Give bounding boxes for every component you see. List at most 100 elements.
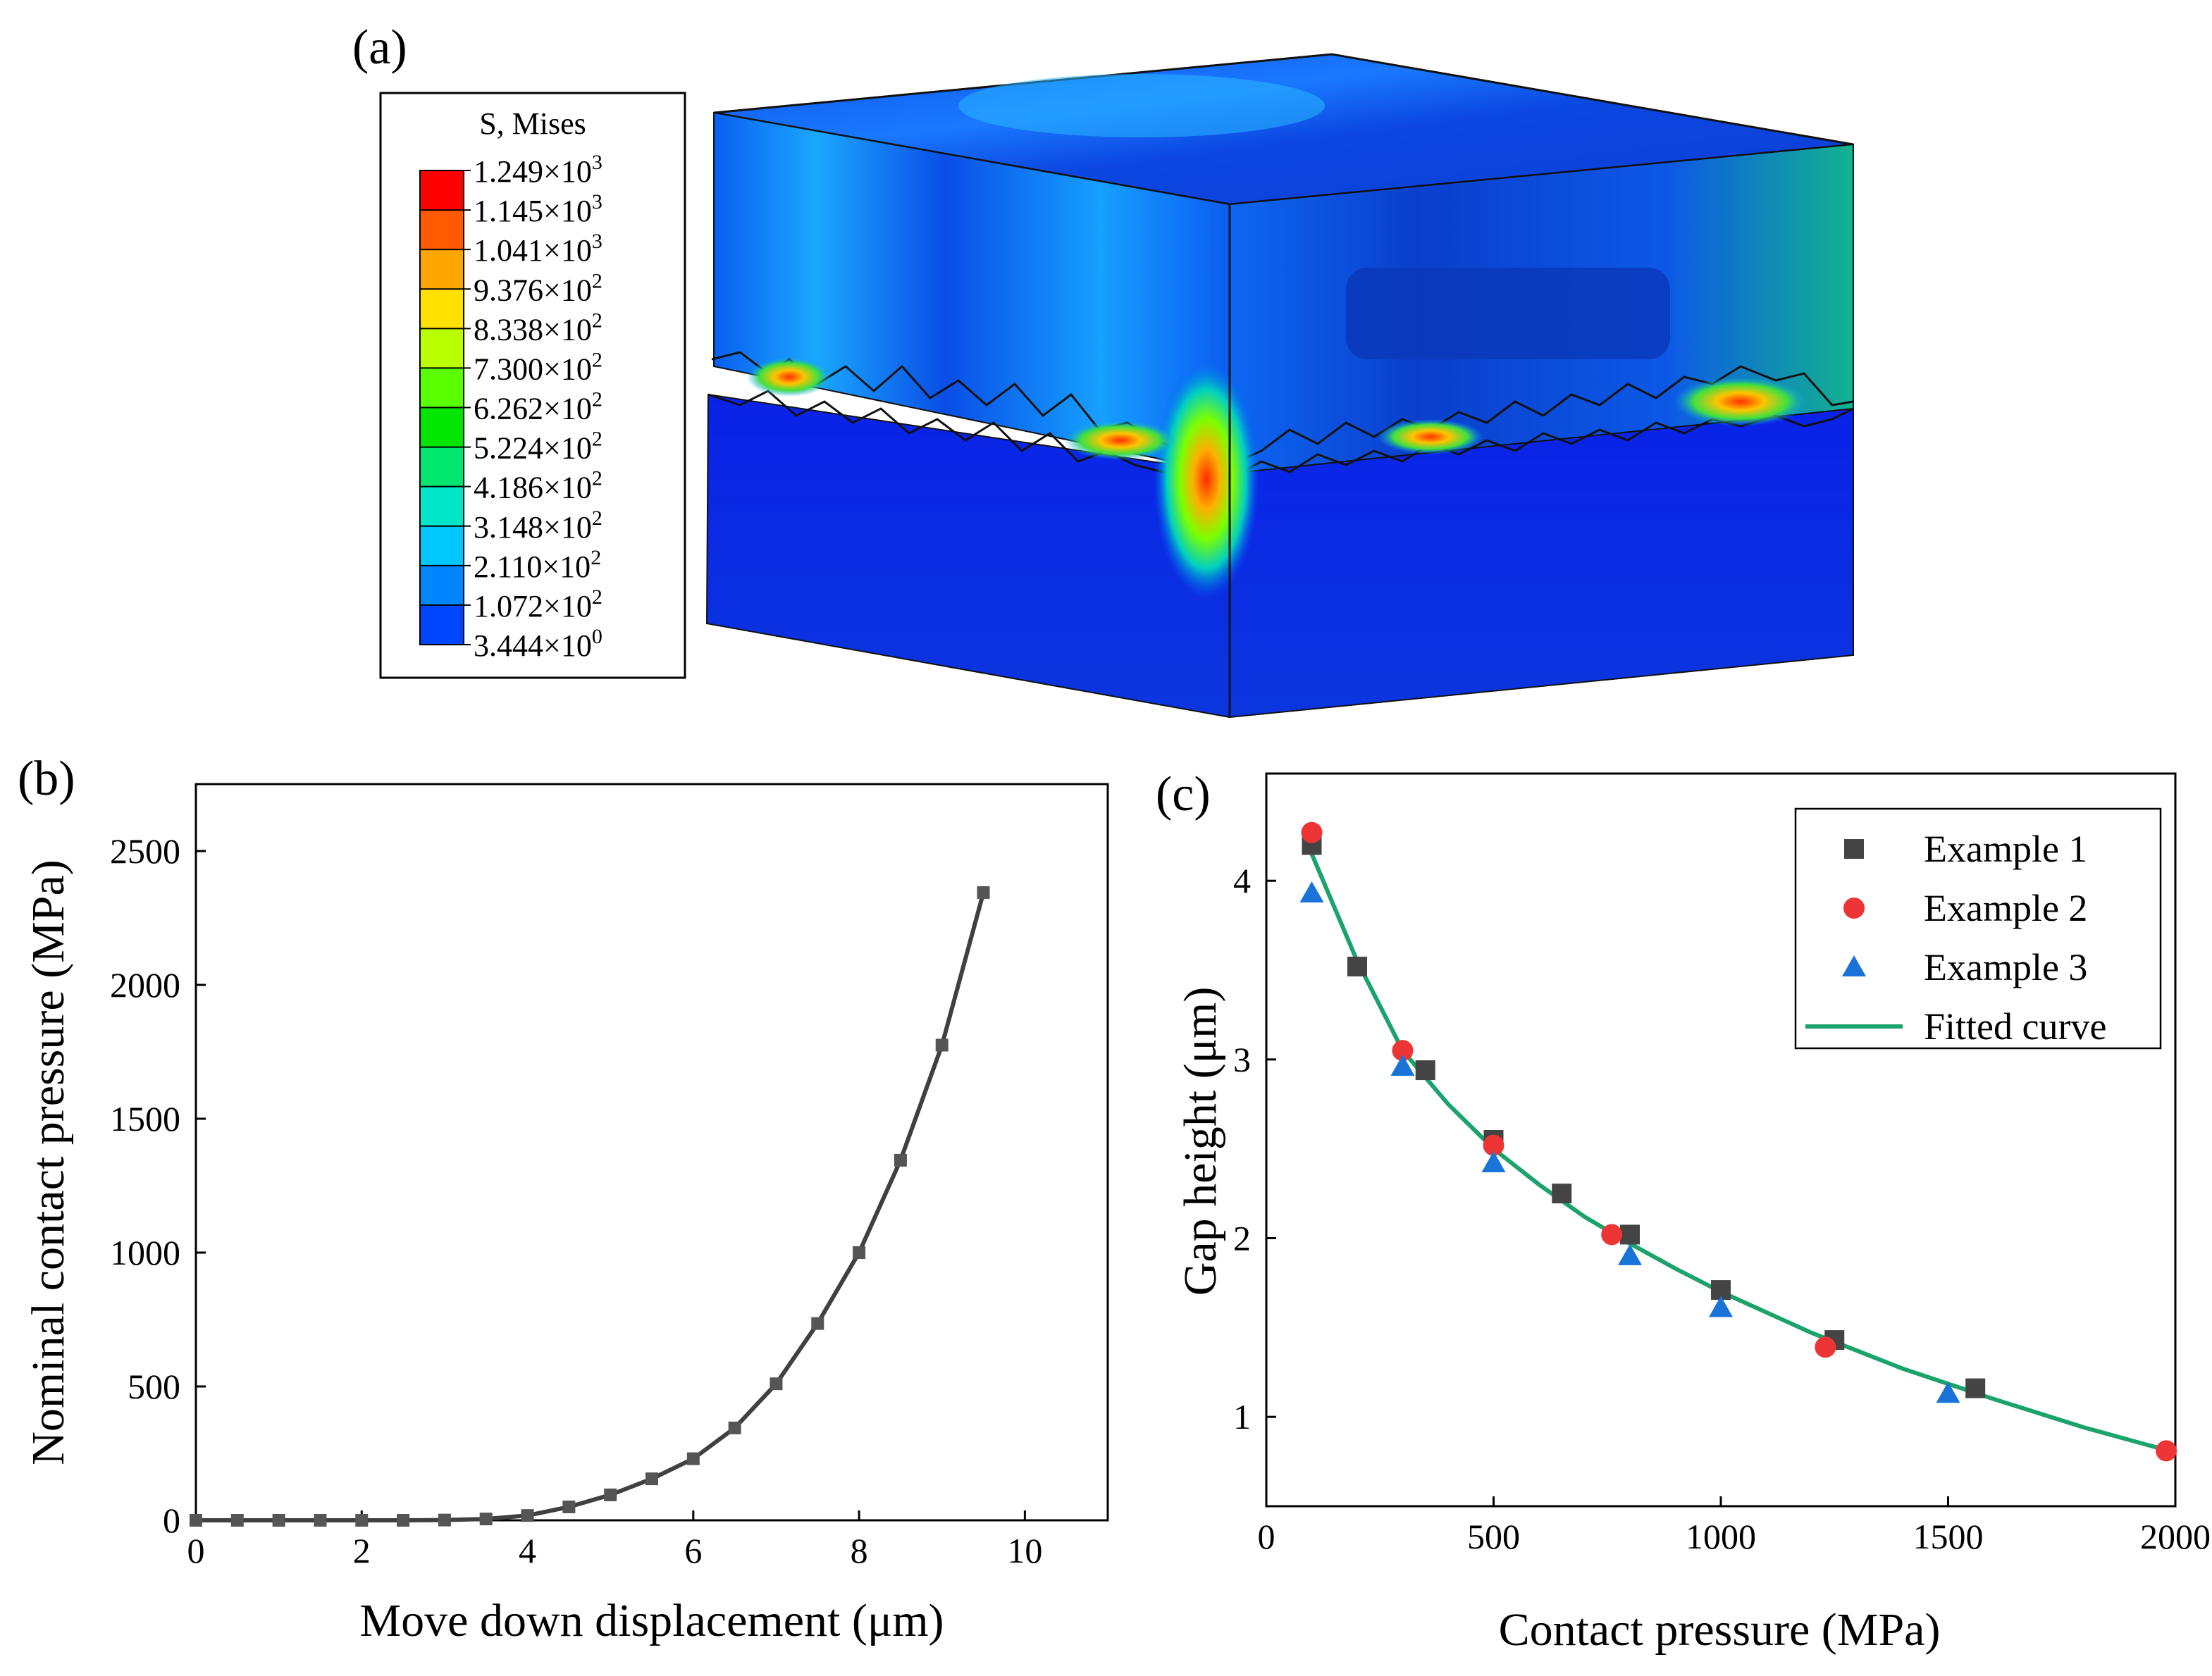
chart-c-xtick-label: 2000 (2140, 1517, 2211, 1556)
chart-c-ytick-label: 2 (1233, 1219, 1251, 1258)
legend-level-label: 1.249×103 (474, 151, 603, 189)
legend-color-band (420, 486, 464, 527)
chart-b-xtick-label: 8 (851, 1531, 868, 1570)
chart-b-data-point (562, 1501, 576, 1513)
chart-c-point-example-2 (1815, 1336, 1836, 1358)
chart-b-data-point (686, 1452, 700, 1465)
chart-c-xtick-label: 500 (1467, 1517, 1520, 1556)
chart-b-data-point (728, 1421, 741, 1434)
chart-c-point-example-2 (1601, 1224, 1623, 1246)
chart-b-data-point (314, 1514, 327, 1527)
chart-c-point-example-2 (1483, 1134, 1504, 1156)
chart-b-data-point (977, 886, 990, 899)
chart-c-legend-label: Example 2 (1924, 887, 2087, 929)
chart-c-point-example-2 (2156, 1440, 2177, 1462)
chart-c-point-example-2 (1392, 1040, 1414, 1062)
chart-b-xtick-label: 0 (187, 1531, 205, 1570)
legend-color-band (420, 407, 464, 448)
chart-c-point-example-3 (1481, 1150, 1506, 1172)
chart-c-point-example-3 (1299, 881, 1324, 902)
legend-color-band (420, 447, 464, 488)
legend-level-label: 1.072×102 (474, 585, 603, 623)
legend-level-label: 9.376×102 (474, 269, 603, 307)
chart-c-point-example-2 (1301, 821, 1323, 843)
chart-c-point-example-1 (1620, 1224, 1640, 1245)
chart-b-data-point (190, 1514, 202, 1527)
chart-c-ylabel: Gap height (μm) (1175, 987, 1226, 1296)
right-face-dark-patch (1346, 268, 1670, 359)
chart-c-point-example-1 (1415, 1060, 1435, 1081)
chart-b-xtick-label: 2 (353, 1531, 371, 1570)
chart-b-xlabel: Move down displacement (μm) (359, 1595, 944, 1646)
fe-model-render (705, 53, 1854, 719)
stress-hotspot-center (1154, 359, 1259, 599)
chart-b-data-point (894, 1153, 907, 1167)
stress-legend-title: S, Mises (479, 106, 586, 141)
chart-c-point-example-3 (1618, 1243, 1642, 1265)
legend-level-label: 8.338×102 (474, 309, 603, 347)
chart-c-legend-label: Example 1 (1924, 828, 2087, 870)
chart-b-series-line (196, 892, 986, 1522)
chart-b-data-point (645, 1472, 658, 1486)
chart-b-data-point (479, 1513, 493, 1526)
chart-c-legend-swatch (1843, 898, 1865, 919)
panel-label-c: (c) (1156, 767, 1211, 821)
chart-b-data-point (438, 1513, 451, 1527)
chart-c-point-example-3 (1936, 1382, 1960, 1403)
legend-color-band (420, 565, 464, 606)
chart-c-xlabel: Contact pressure (MPa) (1499, 1604, 1941, 1656)
legend-level-label: 5.224×102 (474, 428, 603, 466)
chart-c-point-example-1 (1347, 956, 1367, 976)
legend-color-band (420, 368, 464, 408)
stress-hotspot-left (747, 357, 832, 397)
chart-b-ytick-label: 0 (163, 1501, 180, 1540)
legend-level-label: 2.110×102 (474, 546, 601, 584)
legend-color-band (420, 604, 464, 645)
legend-level-label: 3.148×102 (474, 507, 603, 545)
chart-b-ytick-label: 1500 (110, 1099, 180, 1138)
top-face-highlight (958, 74, 1325, 137)
chart-c-legend-label: Fitted curve (1924, 1005, 2106, 1048)
rough-interface-lower (708, 390, 1854, 480)
panel-label-b: (b) (18, 752, 75, 806)
chart-b-ylabel: Nominal contact pressure (MPa) (23, 859, 74, 1465)
chart-b-ytick-label: 2500 (110, 831, 180, 871)
chart-b-xtick-label: 4 (519, 1531, 536, 1570)
chart-b-ytick-label: 2000 (110, 965, 180, 1005)
chart-b-data-point (397, 1514, 410, 1527)
chart-b-data-point (853, 1246, 866, 1259)
legend-color-band (420, 170, 464, 211)
chart-b-data-point (521, 1509, 534, 1522)
chart-c-point-example-3 (1709, 1296, 1733, 1317)
legend-level-label: 4.186×102 (474, 467, 603, 505)
chart-b-data-point (230, 1514, 244, 1527)
chart-b-xtick-label: 6 (684, 1531, 702, 1570)
chart-c-ytick-label: 3 (1233, 1040, 1251, 1079)
chart-b-data-point (355, 1514, 369, 1527)
chart-b-data-point (272, 1514, 285, 1527)
chart-b-ytick-label: 1000 (110, 1233, 180, 1272)
chart-c-point-example-3 (1390, 1055, 1415, 1076)
chart-c-ytick-label: 4 (1233, 861, 1251, 900)
legend-level-label: 3.444×100 (474, 625, 603, 663)
stress-hotspot-right1 (1378, 419, 1483, 454)
legend-level-label: 1.041×103 (474, 230, 603, 268)
chart-c-point-example-1 (1552, 1184, 1572, 1204)
panel-label-a: (a) (352, 20, 407, 75)
chart-c-legend-label: Example 3 (1924, 946, 2087, 988)
chart-c-xtick-label: 1500 (1913, 1517, 1984, 1556)
legend-level-label: 1.145×103 (474, 190, 603, 228)
chart-b-xtick-label: 10 (1007, 1531, 1042, 1570)
chart-b-data-point (770, 1377, 783, 1391)
chart-c-xtick-label: 0 (1258, 1517, 1275, 1556)
legend-color-band (420, 289, 464, 329)
chart-b: Move down displacement (μm) Nominal cont… (23, 783, 1109, 1646)
legend-color-band (420, 210, 464, 250)
legend-level-label: 6.262×102 (474, 388, 603, 426)
legend-color-band (420, 526, 464, 566)
chart-c-ytick-label: 1 (1233, 1397, 1251, 1436)
legend-color-band (420, 249, 464, 290)
chart-b-ytick-label: 500 (128, 1367, 180, 1406)
legend-level-label: 7.300×102 (474, 348, 603, 386)
